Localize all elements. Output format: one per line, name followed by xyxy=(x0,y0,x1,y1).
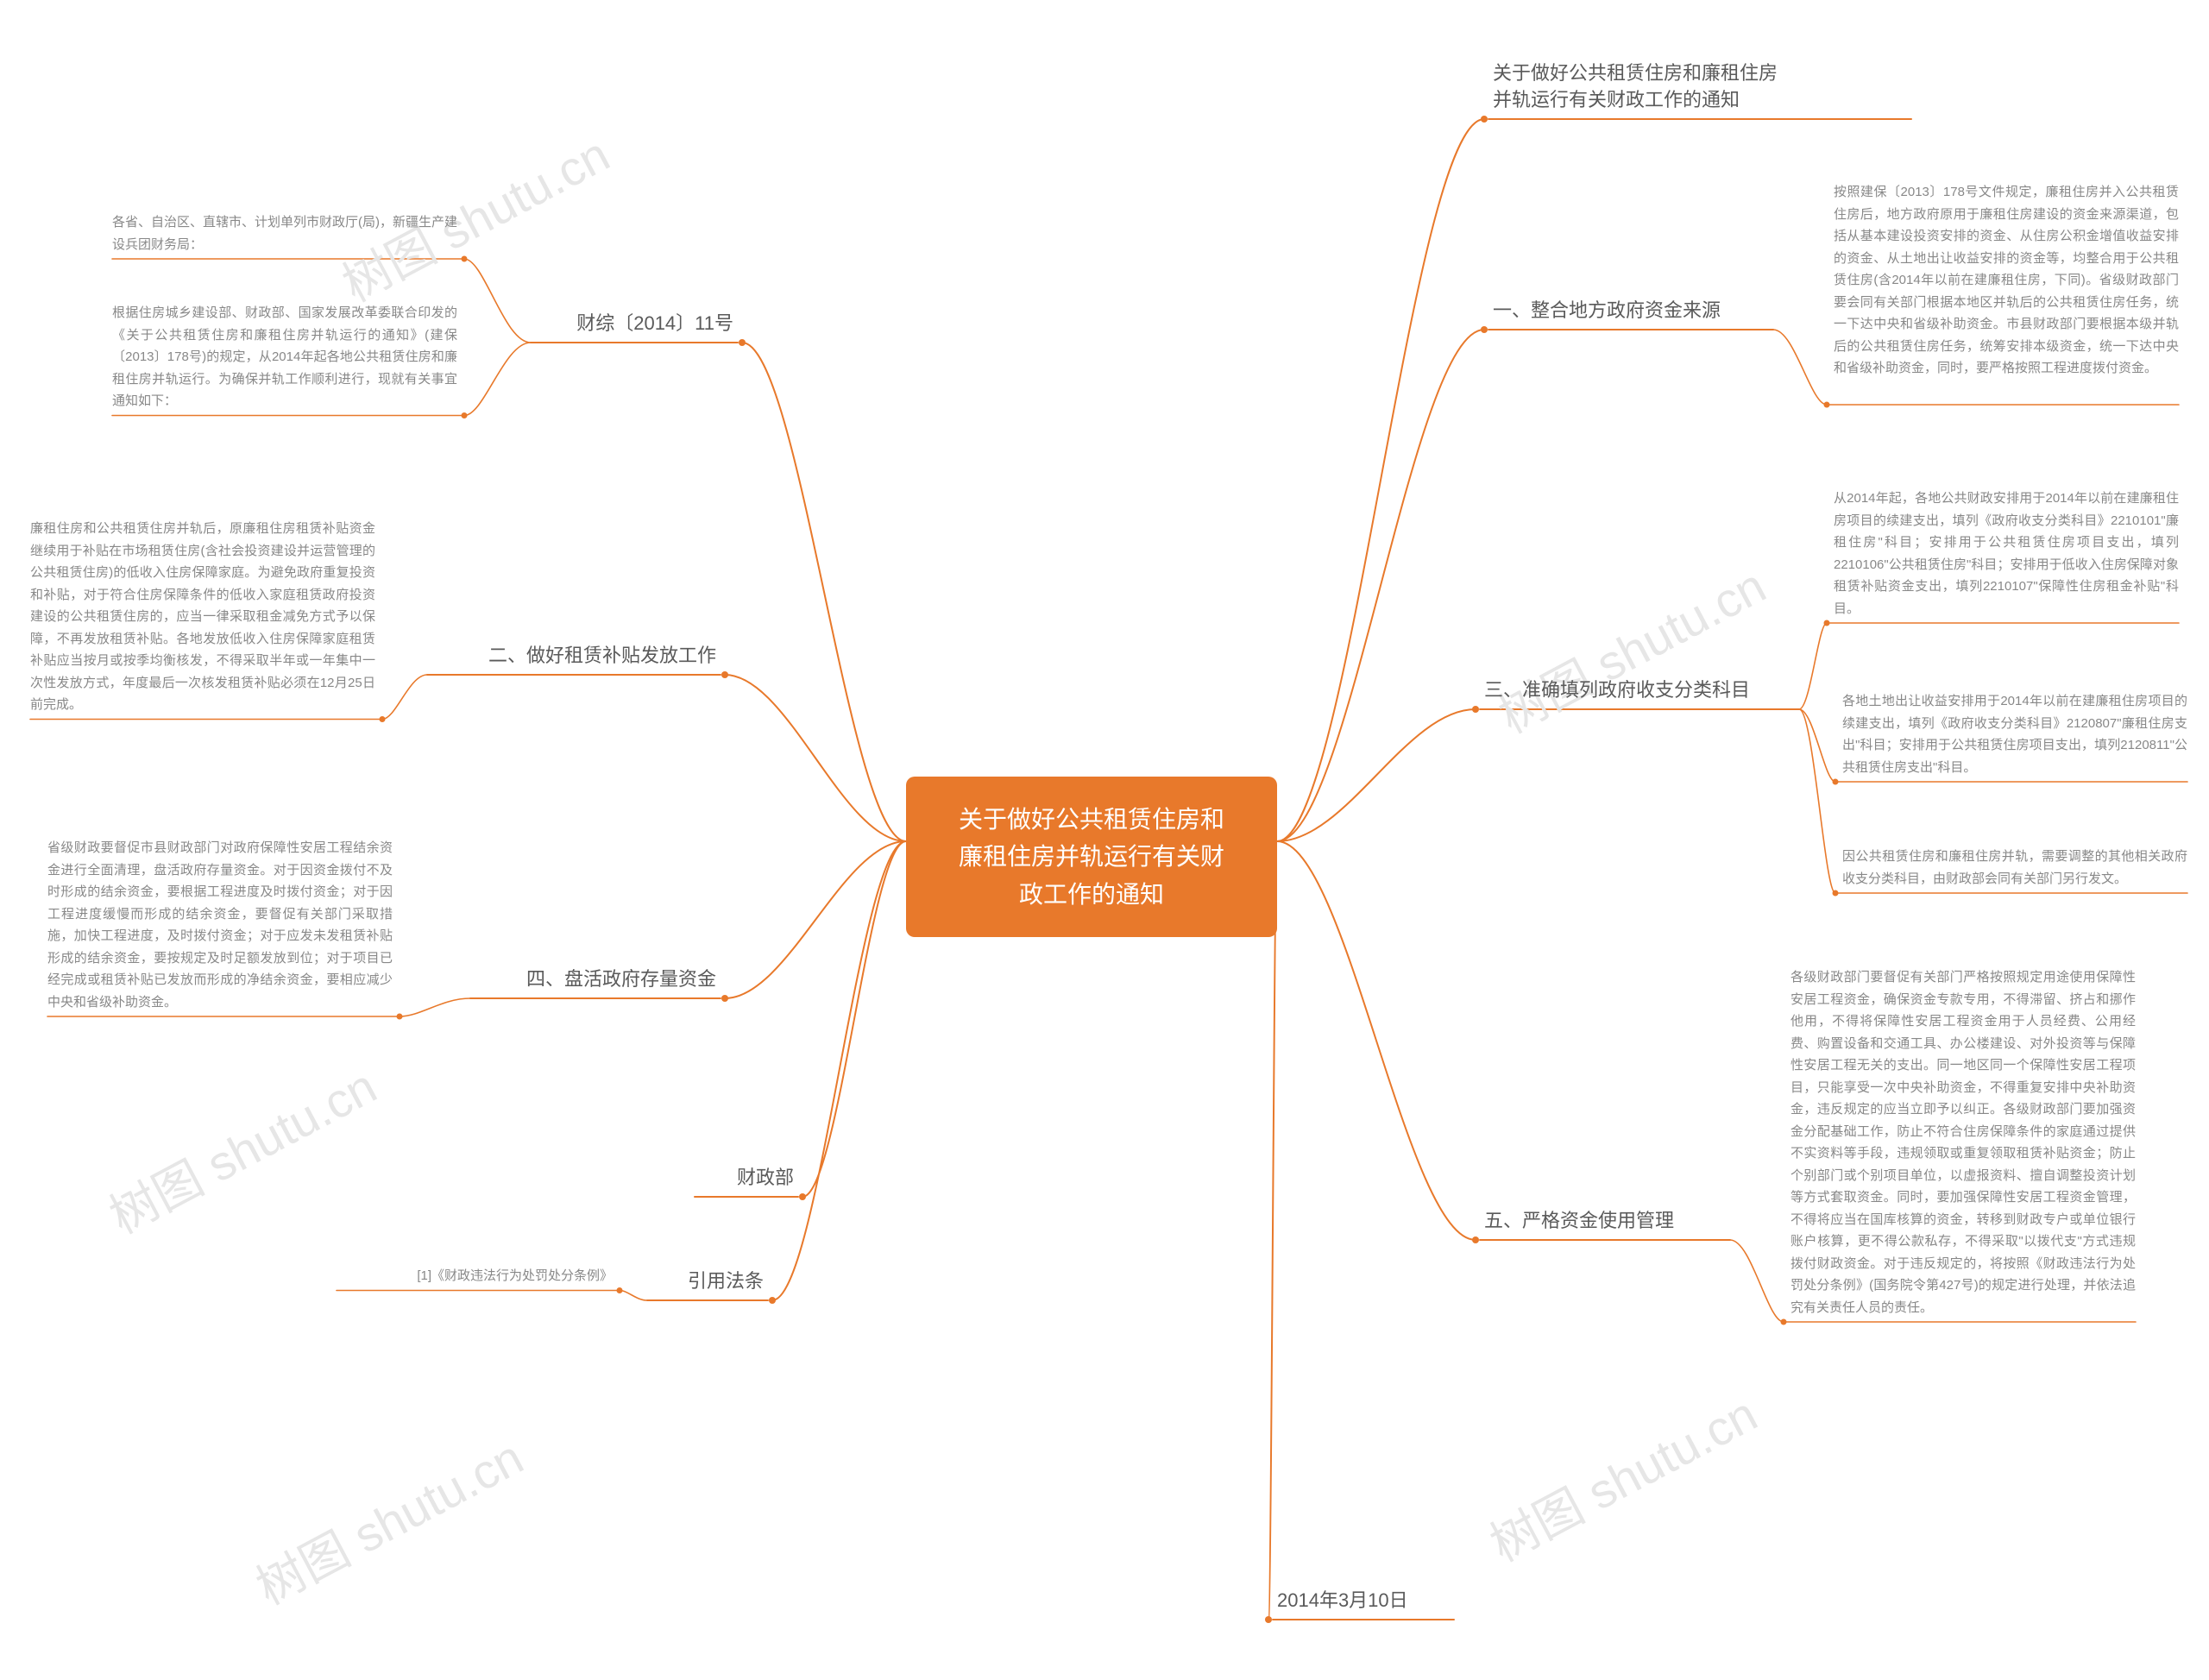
branch-label[interactable]: 财综〔2014〕11号 xyxy=(535,311,733,337)
leaf-text: 从2014年起，各地公共财政安排用于2014年以前在建廉租住房项目的续建支出，填… xyxy=(1834,488,2179,620)
leaf-text: 因公共租赁住房和廉租住房并轨，需要调整的其他相关政府收支分类科目，由财政部会同有… xyxy=(1842,846,2187,890)
branch-label[interactable]: 五、严格资金使用管理 xyxy=(1484,1208,1726,1235)
branch-label[interactable]: 关于做好公共租赁住房和廉租住房并轨运行有关财政工作的通知 xyxy=(1493,60,1907,114)
leaf-text: 各地土地出让收益安排用于2014年以前在建廉租住房项目的续建支出，填列《政府收支… xyxy=(1842,690,2187,778)
leaf-text: 各级财政部门要督促有关部门严格按照规定用途使用保障性安居工程资金，确保资金专款专… xyxy=(1790,966,2136,1318)
branch-label[interactable]: 2014年3月10日 xyxy=(1277,1588,1450,1614)
leaf-text: 廉租住房和公共租赁住房并轨后，原廉租住房租赁补贴资金继续用于补贴在市场租赁住房(… xyxy=(30,518,375,716)
leaf-text: 根据住房城乡建设部、财政部、国家发展改革委联合印发的《关于公共租赁住房和廉租住房… xyxy=(112,302,457,412)
leaf-text: [1]《财政违法行为处罚处分条例》 xyxy=(337,1265,613,1287)
branch-label[interactable]: 四、盘活政府存量资金 xyxy=(475,966,716,993)
branch-label[interactable]: 三、准确填列政府收支分类科目 xyxy=(1484,677,1795,704)
branch-label[interactable]: 引用法条 xyxy=(651,1268,764,1295)
center-node[interactable]: 关于做好公共租赁住房和廉租住房并轨运行有关财政工作的通知 xyxy=(906,777,1277,937)
branch-label[interactable]: 一、整合地方政府资金来源 xyxy=(1493,298,1769,324)
branch-label[interactable]: 二、做好租赁补贴发放工作 xyxy=(431,643,716,670)
leaf-text: 按照建保〔2013〕178号文件规定，廉租住房并入公共租赁住房后，地方政府原用于… xyxy=(1834,181,2179,380)
leaf-text: 各省、自治区、直辖市、计划单列市财政厅(局)，新疆生产建设兵团财务局： xyxy=(112,211,457,255)
leaf-text: 省级财政要督促市县财政部门对政府保障性安居工程结余资金进行全面清理，盘活政府存量… xyxy=(47,837,393,1013)
branch-label[interactable]: 财政部 xyxy=(699,1165,794,1192)
